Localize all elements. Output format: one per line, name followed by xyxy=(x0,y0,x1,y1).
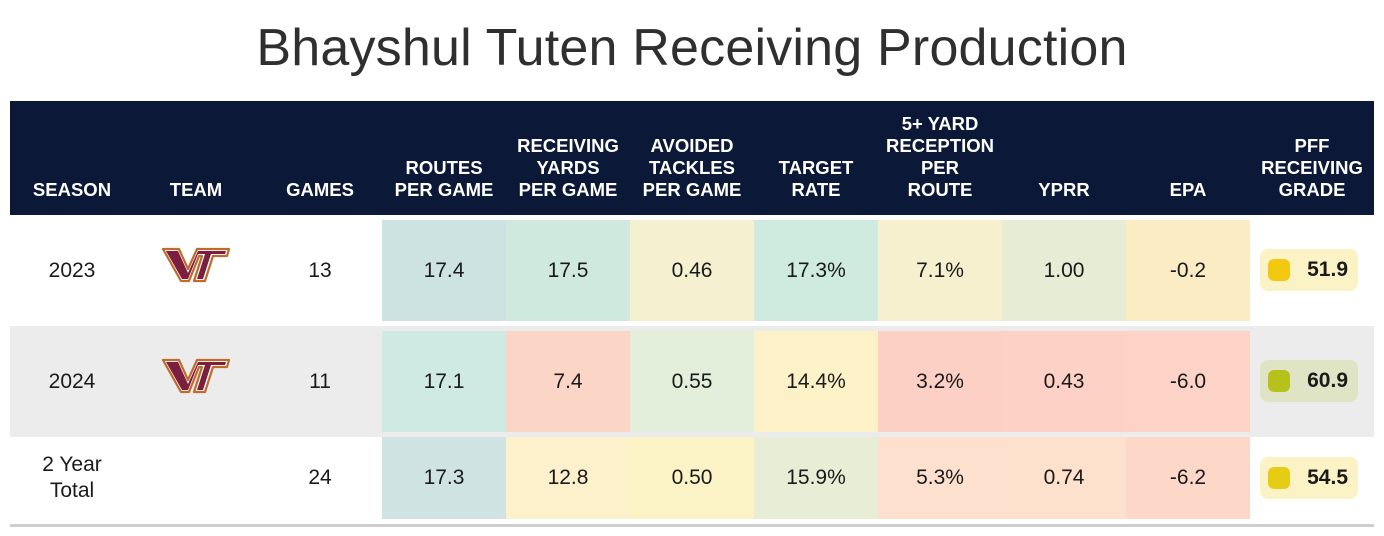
receiving-yards-per-game-cell: 7.4 xyxy=(506,331,630,432)
pff-grade-value: 60.9 xyxy=(1307,369,1348,392)
yprr-cell: 0.74 xyxy=(1002,437,1126,519)
table-row: 2 Year Total 24 17.3 12.8 0.50 15.9% 5.3% 0.74-… xyxy=(10,437,1374,519)
header-receiving-yards-per-game: RECEIVING YARDS PER GAME xyxy=(517,135,619,200)
header-season: SEASON xyxy=(32,179,112,200)
yprr-cell: 1.00 xyxy=(1002,220,1126,321)
five-yard-reception-per-route-cell: 3.2% xyxy=(878,331,1002,432)
routes-per-game-cell: 17.4 xyxy=(382,220,506,321)
pff-grade-badge: 54.5 xyxy=(1260,457,1358,499)
header-pff-receiving-grade: PFF RECEIVING GRADE xyxy=(1261,135,1363,200)
page-title: Bhayshul Tuten Receiving Production xyxy=(256,19,1128,77)
games-cell: 13 xyxy=(308,258,332,282)
games-cell: 11 xyxy=(309,369,331,393)
avoided-tackles-per-game-cell: 0.55 xyxy=(630,331,754,432)
virginia-tech-logo xyxy=(161,247,231,282)
table-row: 2024 11 17.1 7.4 0.55 14.4% 3.2% 0.43 -6.0 60.9 xyxy=(10,326,1374,437)
routes-per-game-cell: 17.1 xyxy=(382,331,506,432)
pff-grade-badge: 51.9 xyxy=(1260,249,1358,291)
pff-grade-badge: 60.9 xyxy=(1260,360,1358,402)
header-games: GAMES xyxy=(286,179,354,200)
header-epa: EPA xyxy=(1169,179,1207,200)
team-cell xyxy=(134,209,258,320)
games-cell: 24 xyxy=(308,466,332,489)
header-yprr: YPRR xyxy=(1038,179,1090,200)
avoided-tackles-per-game-cell: 0.46 xyxy=(630,220,754,321)
table-row: 2023 13 17.4 17.5 0.46 17.3% 7.1% 1.00 -0.2 51.9 xyxy=(10,215,1374,326)
epa-cell: -6.2 xyxy=(1126,437,1250,519)
team-cell xyxy=(134,320,258,431)
epa-cell: -6.0 xyxy=(1126,331,1250,432)
receiving-yards-per-game-cell: 17.5 xyxy=(506,220,630,321)
five-yard-reception-per-route-cell: 5.3% xyxy=(878,437,1002,519)
grade-color-swatch xyxy=(1268,467,1290,489)
table-bottom-border xyxy=(10,524,1374,527)
target-rate-cell: 14.4% xyxy=(754,331,878,432)
target-rate-cell: 15.9% xyxy=(754,437,878,519)
table-header: SEASON TEAM GAMES ROUTES PER GAME RECEIV… xyxy=(10,101,1374,215)
season-cell: 2023 xyxy=(48,258,96,282)
virginia-tech-logo xyxy=(161,358,231,393)
header-5-yard-reception-per-route: 5+ YARD RECEPTION PER ROUTE xyxy=(886,113,994,200)
receiving-yards-per-game-cell: 12.8 xyxy=(506,437,630,519)
header-target-rate: TARGET RATE xyxy=(778,157,854,200)
pff-grade-value: 51.9 xyxy=(1307,258,1348,281)
five-yard-reception-per-route-cell: 7.1% xyxy=(878,220,1002,321)
header-team: TEAM xyxy=(169,179,223,200)
season-cell: 2 Year Total xyxy=(42,453,102,502)
yprr-cell: 0.43 xyxy=(1002,331,1126,432)
target-rate-cell: 17.3% xyxy=(754,220,878,321)
avoided-tackles-per-game-cell: 0.50 xyxy=(630,437,754,519)
pff-grade-value: 54.5 xyxy=(1307,466,1348,489)
grade-color-swatch xyxy=(1268,370,1290,392)
grade-color-swatch xyxy=(1268,259,1290,281)
season-cell: 2024 xyxy=(48,369,96,393)
epa-cell: -0.2 xyxy=(1126,220,1250,321)
header-avoided-tackles-per-game: AVOIDED TACKLES PER GAME xyxy=(642,135,742,200)
routes-per-game-cell: 17.3 xyxy=(382,437,506,519)
stats-table: SEASON TEAM GAMES ROUTES PER GAME RECEIV… xyxy=(10,101,1374,519)
header-routes-per-game: ROUTES PER GAME xyxy=(394,157,494,200)
